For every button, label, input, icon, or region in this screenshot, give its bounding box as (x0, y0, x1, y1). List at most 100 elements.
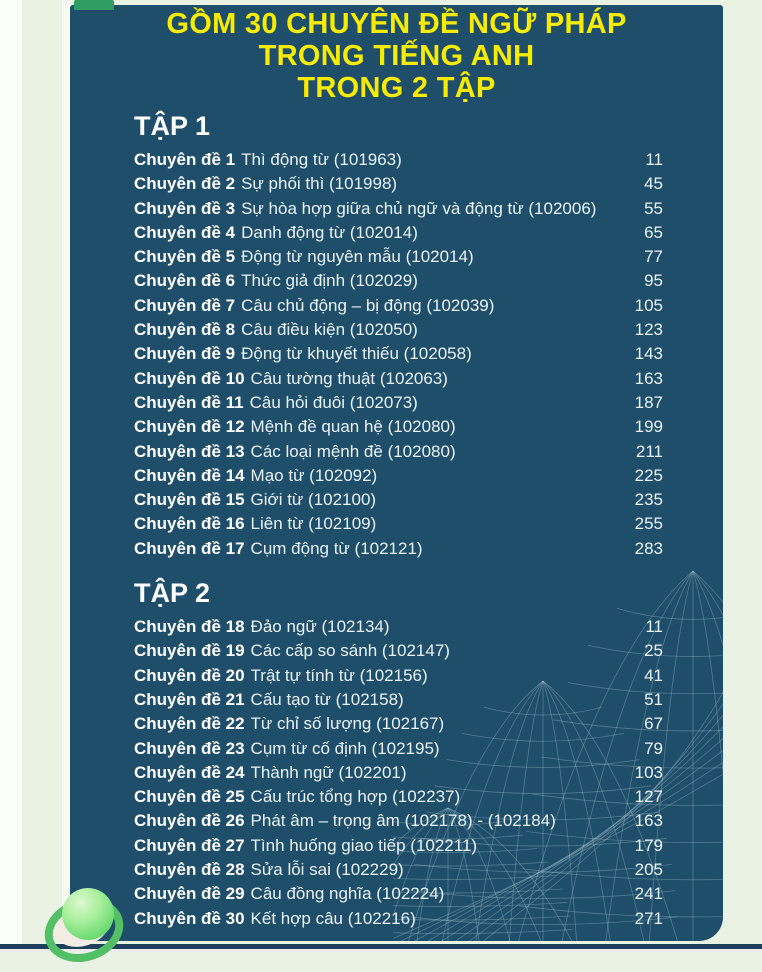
entry-label: Chuyên đề 27 (134, 835, 245, 855)
entry-topic: Sự phối thì (101998) (241, 174, 398, 194)
entry-topic: Các cấp so sánh (102147) (250, 641, 450, 661)
entry-topic: Cụm động từ (102121) (250, 538, 423, 558)
entry-label: Chuyên đề 24 (134, 762, 245, 782)
entry-label: Chuyên đề 22 (134, 714, 245, 734)
entry-topic: Thành ngữ (102201) (250, 762, 407, 782)
entry-label: Chuyên đề 9 (134, 344, 236, 364)
entry-topic: Liên từ (102109) (250, 514, 377, 534)
entry-page-number: 241 (634, 884, 663, 904)
toc-row: Chuyên đề 11 Câu hỏi đuôi (102073) 187 (134, 391, 663, 415)
toc-row: Chuyên đề 15 Giới từ (102100) 235 (134, 488, 663, 512)
page-left-margin (0, 0, 22, 952)
entry-topic: Đảo ngữ (102134) (250, 617, 390, 637)
page-inner-margin (62, 0, 70, 952)
entry-label: Chuyên đề 25 (134, 787, 245, 807)
entry-label: Chuyên đề 14 (134, 465, 245, 485)
toc-section: TẬP 2 Chuyên đề 18 Đảo ngữ (102134) 11 C… (70, 578, 723, 931)
entry-topic: Thức giả định (102029) (241, 271, 418, 291)
entry-page-number: 41 (644, 665, 663, 685)
entry-topic: Câu chủ động – bị động (102039) (241, 295, 495, 315)
toc-section: TẬP 1 Chuyên đề 1 Thì động từ (101963) 1… (70, 111, 723, 561)
entry-topic: Kết hợp câu (102216) (250, 908, 416, 928)
footer-bottom-strip (0, 949, 762, 952)
entry-page-number: 143 (634, 344, 663, 364)
entry-label: Chuyên đề 20 (134, 665, 245, 685)
toc-row: Chuyên đề 30 Kết hợp câu (102216) 271 (134, 907, 663, 931)
entry-label: Chuyên đề 2 (134, 174, 236, 194)
entry-page-number: 95 (644, 271, 663, 291)
entry-page-number: 187 (634, 392, 663, 412)
entry-label: Chuyên đề 10 (134, 368, 245, 388)
entry-page-number: 235 (634, 490, 663, 510)
entry-page-number: 77 (644, 247, 663, 267)
toc-row: Chuyên đề 6 Thức giả định (102029) 95 (134, 269, 663, 293)
entry-page-number: 123 (634, 320, 663, 340)
toc-panel: GỒM 30 CHUYÊN ĐỀ NGỮ PHÁP TRONG TIẾNG AN… (70, 0, 723, 941)
entry-label: Chuyên đề 26 (134, 811, 245, 831)
entry-topic: Từ chỉ số lượng (102167) (250, 714, 445, 734)
title-line-2: TRONG TIẾNG ANH (258, 40, 535, 72)
entry-topic: Câu hỏi đuôi (102073) (249, 392, 418, 412)
entry-page-number: 271 (634, 908, 663, 928)
entry-topic: Câu đồng nghĩa (102224) (250, 884, 445, 904)
entry-page-number: 45 (644, 174, 663, 194)
entry-topic: Thì động từ (101963) (241, 150, 402, 169)
toc-row: Chuyên đề 7 Câu chủ động – bị động (1020… (134, 294, 663, 318)
entry-topic: Câu tường thuật (102063) (250, 368, 448, 388)
entry-page-number: 205 (634, 860, 663, 880)
entry-label: Chuyên đề 11 (134, 392, 244, 412)
entry-topic: Tình huống giao tiếp (102211) (250, 835, 478, 855)
toc-row: Chuyên đề 24 Thành ngữ (102201) 103 (134, 761, 663, 785)
toc-row: Chuyên đề 3 Sự hòa hợp giữa chủ ngữ và đ… (134, 197, 663, 221)
toc-row: Chuyên đề 27 Tình huống giao tiếp (10221… (134, 834, 663, 858)
toc-row: Chuyên đề 1 Thì động từ (101963) 11 (134, 148, 663, 172)
entry-label: Chuyên đề 3 (134, 198, 236, 218)
toc-row: Chuyên đề 20 Trật tự tính từ (102156) 41 (134, 664, 663, 688)
entry-topic: Cụm từ cố định (102195) (250, 738, 440, 758)
toc-rows: Chuyên đề 18 Đảo ngữ (102134) 11 Chuyên … (134, 615, 663, 931)
sphere-ball (62, 888, 114, 940)
toc-row: Chuyên đề 4 Danh động từ (102014) 65 (134, 221, 663, 245)
entry-page-number: 225 (634, 465, 663, 485)
entry-topic: Trật tự tính từ (102156) (250, 665, 428, 685)
footer-divider-line (0, 944, 762, 949)
entry-page-number: 283 (634, 538, 663, 558)
entry-page-number: 179 (634, 835, 663, 855)
entry-page-number: 163 (634, 368, 663, 388)
entry-page-number: 199 (634, 417, 663, 437)
title-line-3: TRONG 2 TẬP (297, 72, 496, 104)
section-heading: TẬP 2 (134, 578, 211, 609)
entry-label: Chuyên đề 28 (134, 860, 245, 880)
entry-page-number: 211 (635, 441, 663, 461)
entry-page-number: 79 (644, 738, 663, 758)
entry-topic: Sửa lỗi sai (102229) (250, 860, 404, 880)
toc-row: Chuyên đề 12 Mệnh đề quan hệ (102080) 19… (134, 415, 663, 439)
entry-label: Chuyên đề 29 (134, 884, 245, 904)
toc-row: Chuyên đề 26 Phát âm – trọng âm (102178)… (134, 809, 663, 833)
entry-topic: Mạo từ (102092) (250, 465, 378, 485)
toc-sections: TẬP 1 Chuyên đề 1 Thì động từ (101963) 1… (70, 111, 723, 931)
toc-row: Chuyên đề 14 Mạo từ (102092) 225 (134, 464, 663, 488)
entry-page-number: 55 (644, 198, 663, 218)
toc-row: Chuyên đề 13 Các loại mệnh đề (102080) 2… (134, 440, 663, 464)
entry-label: Chuyên đề 17 (134, 538, 245, 558)
toc-row: Chuyên đề 18 Đảo ngữ (102134) 11 (134, 615, 663, 639)
entry-page-number: 67 (644, 714, 663, 734)
entry-label: Chuyên đề 12 (134, 417, 245, 437)
toc-row: Chuyên đề 22 Từ chỉ số lượng (102167) 67 (134, 712, 663, 736)
title-line-1: GỒM 30 CHUYÊN ĐỀ NGỮ PHÁP (166, 8, 627, 40)
section-heading: TẬP 1 (134, 111, 211, 141)
toc-row: Chuyên đề 9 Động từ khuyết thiếu (102058… (134, 342, 663, 366)
toc-row: Chuyên đề 29 Câu đồng nghĩa (102224) 241 (134, 882, 663, 906)
green-tab-icon (74, 0, 114, 10)
entry-label: Chuyên đề 15 (134, 490, 245, 510)
entry-label: Chuyên đề 8 (134, 320, 236, 340)
entry-topic: Giới từ (102100) (250, 490, 377, 510)
toc-rows: Chuyên đề 1 Thì động từ (101963) 11 Chuy… (134, 148, 663, 561)
toc-row: Chuyên đề 23 Cụm từ cố định (102195) 79 (134, 737, 663, 761)
entry-page-number: 51 (644, 689, 663, 709)
entry-topic: Câu điều kiện (102050) (241, 320, 418, 340)
entry-page-number: 65 (644, 222, 663, 242)
entry-label: Chuyên đề 18 (134, 617, 245, 637)
entry-topic: Danh động từ (102014) (241, 222, 418, 242)
